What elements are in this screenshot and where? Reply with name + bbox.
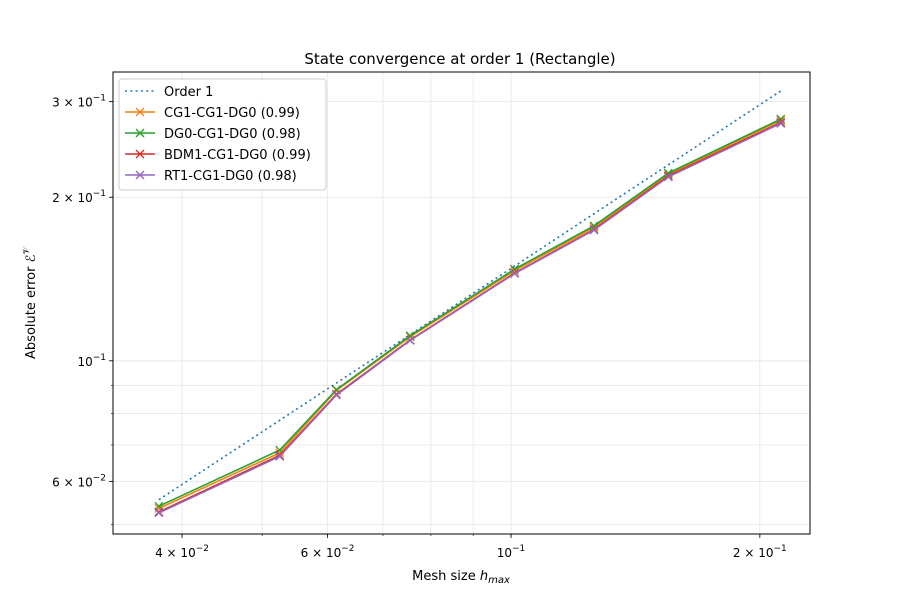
legend-entry: RT1-CG1-DG0 (0.98) <box>125 169 297 184</box>
marker-stroke <box>275 451 285 461</box>
series-layer <box>154 90 786 518</box>
marker-stroke <box>776 118 786 128</box>
y-tick-label: 10−1 <box>77 353 106 369</box>
y-tick-label: 2 × 10−1 <box>52 189 106 205</box>
legend-marker <box>135 128 145 138</box>
legend-label: RT1-CG1-DG0 (0.98) <box>164 169 297 184</box>
x-tick-label: 2 × 10−1 <box>733 544 787 560</box>
data-point <box>275 448 285 458</box>
data-point <box>776 118 786 128</box>
series-4 <box>154 118 786 518</box>
legend-label: Order 1 <box>164 85 213 100</box>
series-line <box>158 118 782 507</box>
data-point <box>275 451 285 461</box>
data-point <box>510 269 520 279</box>
legend-entry: Order 1 <box>125 85 213 100</box>
marker-stroke <box>589 221 599 231</box>
marker-stroke <box>663 168 673 178</box>
marker-stroke <box>405 335 415 345</box>
x-tick-label: 6 × 10−2 <box>301 544 355 560</box>
y-axis-label: Absolute error ℰ𝒱 <box>22 246 39 359</box>
data-point <box>589 225 599 235</box>
y-axis-label-sym: ℰ <box>24 254 39 262</box>
data-point <box>405 335 415 345</box>
chart-title: State convergence at order 1 (Rectangle) <box>304 50 615 68</box>
legend-marker <box>135 107 145 117</box>
series-2 <box>154 114 786 511</box>
x-axis-label-sub: max <box>488 575 510 586</box>
marker-stroke <box>776 114 786 124</box>
legend-label: CG1-CG1-DG0 (0.99) <box>164 106 300 121</box>
series-line <box>158 90 782 501</box>
marker-stroke <box>135 128 145 138</box>
x-axis-label-var: h <box>480 569 488 584</box>
marker-stroke <box>275 448 285 458</box>
series-line <box>158 119 782 510</box>
legend-label: DG0-CG1-DG0 (0.98) <box>164 127 301 142</box>
y-axis-label-sup: 𝒱 <box>22 246 32 255</box>
series-line <box>158 122 782 514</box>
legend-marker <box>135 149 145 159</box>
legend-marker <box>135 170 145 180</box>
marker-stroke <box>332 390 341 400</box>
data-point <box>663 172 673 182</box>
legend-entry: CG1-CG1-DG0 (0.99) <box>125 106 300 121</box>
legend-entry: DG0-CG1-DG0 (0.98) <box>125 127 301 142</box>
marker-stroke <box>135 149 145 159</box>
x-tick-label: 4 × 10−2 <box>155 544 209 560</box>
x-axis-ticks: 4 × 10−2 6 × 10−2 10−1 2 × 10−1 <box>155 534 787 560</box>
data-point <box>154 508 164 518</box>
x-axis-label: Mesh size hmax <box>412 569 510 586</box>
marker-stroke <box>510 269 520 279</box>
marker-stroke <box>135 170 145 180</box>
y-axis-label-main: Absolute error <box>24 262 39 359</box>
legend-entry: BDM1-CG1-DG0 (0.99) <box>125 148 311 163</box>
y-tick-label: 6 × 10−2 <box>52 473 106 489</box>
marker-stroke <box>589 225 599 235</box>
marker-stroke <box>663 172 673 182</box>
legend: Order 1 CG1-CG1-DG0 (0.99) DG0-CG1-DG0 (0.… <box>118 78 327 191</box>
grid-lines <box>113 72 810 534</box>
data-point <box>332 390 341 400</box>
legend-label: BDM1-CG1-DG0 (0.99) <box>164 148 311 163</box>
series-0 <box>158 90 782 501</box>
data-point <box>776 114 786 124</box>
marker-stroke <box>135 107 145 117</box>
x-axis-label-main: Mesh size <box>412 569 480 584</box>
y-axis-ticks: 6 × 10−2 10−1 2 × 10−1 3 × 10−1 <box>52 94 113 525</box>
marker-stroke <box>154 508 164 518</box>
plot-frame <box>112 71 811 535</box>
legend-box <box>118 78 327 191</box>
y-tick-label: 3 × 10−1 <box>52 94 106 110</box>
x-tick-label: 10−1 <box>497 544 526 560</box>
